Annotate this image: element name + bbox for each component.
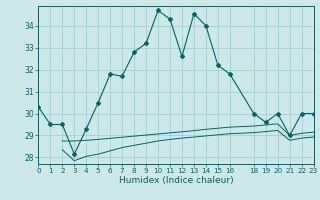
X-axis label: Humidex (Indice chaleur): Humidex (Indice chaleur) [119, 176, 233, 185]
